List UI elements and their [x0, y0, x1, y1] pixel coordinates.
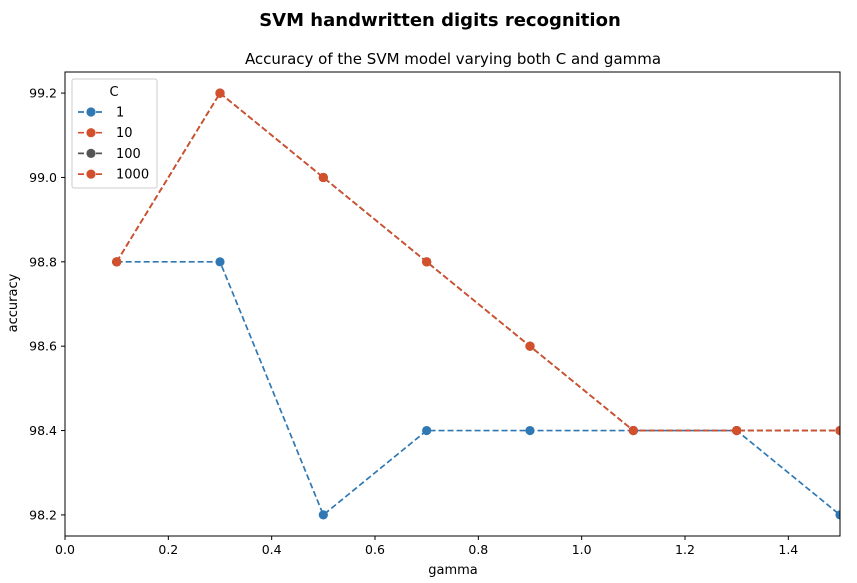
x-tick-label: 1.4 — [778, 542, 798, 557]
y-tick-label: 98.4 — [29, 423, 57, 438]
figure-suptitle: SVM handwritten digits recognition — [259, 10, 621, 31]
legend-marker — [86, 128, 96, 138]
y-tick-label: 98.8 — [29, 254, 57, 269]
data-point[interactable] — [835, 425, 844, 436]
legend-label: 10 — [116, 126, 133, 141]
y-tick-label: 98.2 — [29, 507, 57, 522]
data-point[interactable] — [525, 425, 535, 436]
data-point[interactable] — [525, 341, 535, 351]
series-1000 — [112, 88, 844, 436]
data-point[interactable] — [422, 425, 432, 436]
legend[interactable]: C 1 10 100 1000 — [71, 78, 158, 189]
data-point[interactable] — [835, 510, 844, 520]
x-tick-label: 0.6 — [365, 542, 385, 557]
y-tick-label: 99.0 — [29, 170, 57, 185]
data-point[interactable] — [628, 425, 638, 436]
legend-label: 100 — [116, 147, 141, 162]
x-tick-label: 1.0 — [572, 542, 592, 557]
legend-marker — [86, 148, 96, 158]
y-axis-label: accuracy — [6, 273, 21, 332]
x-axis-label: gamma — [428, 563, 478, 578]
data-point[interactable] — [215, 88, 225, 98]
series-line-10 — [115, 91, 840, 432]
x-tick-label: 0.8 — [468, 542, 488, 557]
legend-title: C — [109, 85, 118, 100]
series-layer — [112, 88, 844, 520]
series-line-1000 — [115, 91, 840, 432]
x-tick-label: 0.0 — [55, 542, 75, 557]
chart-title: Accuracy of the SVM model varying both C… — [245, 50, 661, 68]
legend-marker — [86, 169, 96, 179]
y-tick-label: 99.2 — [29, 86, 57, 101]
data-point[interactable] — [422, 257, 432, 267]
plot-area-frame — [64, 71, 841, 537]
legend-item-100[interactable]: 100 — [78, 147, 141, 162]
legend-item-10[interactable]: 10 — [78, 126, 133, 141]
legend-item-1[interactable]: 1 — [78, 106, 124, 121]
data-point[interactable] — [318, 172, 328, 183]
data-point[interactable] — [318, 510, 328, 520]
legend-label: 1000 — [116, 168, 149, 183]
series-1 — [112, 257, 844, 520]
data-point[interactable] — [215, 257, 225, 267]
x-tick-label: 0.4 — [262, 542, 282, 557]
series-line-1 — [116, 260, 840, 517]
legend-box — [71, 78, 158, 189]
data-point[interactable] — [112, 257, 122, 267]
x-tick-label: 0.2 — [158, 542, 178, 557]
series-line-100 — [115, 91, 840, 432]
legend-marker — [86, 107, 96, 117]
y-tick-label: 98.6 — [29, 339, 57, 354]
x-tick-label: 1.2 — [675, 542, 695, 557]
data-point[interactable] — [732, 425, 742, 436]
legend-item-1000[interactable]: 1000 — [78, 168, 149, 183]
legend-label: 1 — [116, 106, 124, 121]
